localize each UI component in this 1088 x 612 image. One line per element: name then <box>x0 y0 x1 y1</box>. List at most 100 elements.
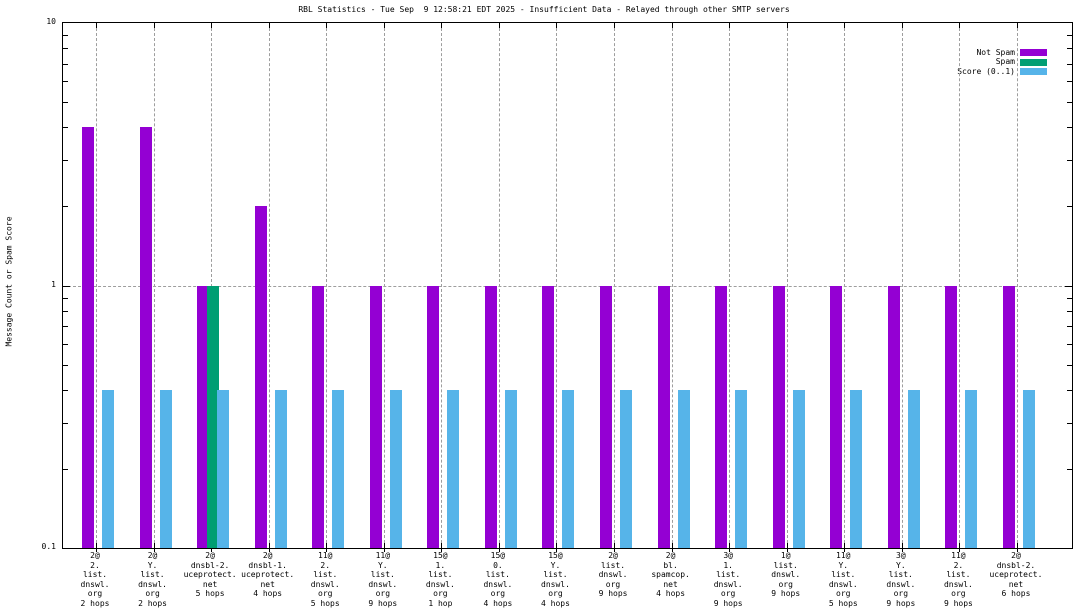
legend-entry-score: Score (0..1) <box>957 67 1047 77</box>
x-category-label: 2@ dnsbl-2. uceprotect. net 5 hops <box>183 551 237 599</box>
x-tick-bottom <box>844 543 846 552</box>
y-minor-tick-left <box>63 364 68 366</box>
x-category-label: 3@ Y. list. dnswl. org 9 hops <box>886 551 916 608</box>
x-tick-top <box>786 23 788 28</box>
bar-not-spam <box>772 285 785 548</box>
bar-score-0-1 <box>504 389 517 548</box>
bar-score-0-1 <box>217 389 230 548</box>
bar-score-0-1 <box>102 389 114 548</box>
y-minor-tick-right <box>1067 326 1072 328</box>
bar-score-0-1 <box>332 389 345 548</box>
x-tick-top <box>268 23 270 28</box>
x-tick-top <box>211 23 213 28</box>
bar-score-0-1 <box>850 389 863 548</box>
x-tick-bottom <box>786 543 788 552</box>
x-category-label: 2@ bl. spamcop. net 4 hops <box>651 551 690 599</box>
y-minor-tick-right <box>1067 206 1072 208</box>
plot-area: Not Spam Spam Score (0..1) <box>62 22 1073 552</box>
x-tick-bottom <box>383 543 385 552</box>
y-tick-label: 10 <box>46 17 56 26</box>
bar-score-0-1 <box>620 389 633 548</box>
x-tick-bottom <box>1016 543 1018 552</box>
x-tick-top <box>383 23 385 28</box>
y-minor-tick-right <box>1067 63 1072 65</box>
y-major-tick-left <box>63 285 70 287</box>
y-tick-label: 0.1 <box>41 542 56 551</box>
x-tick-bottom <box>268 543 270 552</box>
bar-score-0-1 <box>274 389 287 548</box>
x-category-label: 11@ Y. list. dnswl. org 9 hops <box>368 551 398 608</box>
x-tick-bottom <box>729 543 731 552</box>
x-category-label: 2@ 2. list. dnswl. org 2 hops <box>80 551 110 608</box>
x-tick-bottom <box>959 543 961 552</box>
y-minor-tick-right <box>1067 127 1072 129</box>
bar-score-0-1 <box>389 389 402 548</box>
x-tick-top <box>901 23 903 28</box>
x-tick-top <box>498 23 500 28</box>
x-tick-top <box>441 23 443 28</box>
x-category-label: 1@ list. dnswl. org 9 hops <box>771 551 801 599</box>
y-minor-tick-right <box>1067 81 1072 83</box>
y-minor-tick-right <box>1067 310 1072 312</box>
legend-swatch-spam <box>1020 58 1047 66</box>
bar-score-0-1 <box>1022 389 1035 548</box>
x-category-label: 2@ list. dnswl. org 9 hops <box>598 551 628 599</box>
x-tick-bottom <box>671 543 673 552</box>
y-minor-tick-right <box>1067 102 1072 104</box>
x-tick-top <box>729 23 731 28</box>
y-minor-tick-left <box>63 160 68 162</box>
x-tick-bottom <box>614 543 616 552</box>
bar-not-spam <box>139 127 152 548</box>
y-minor-tick-left <box>63 206 68 208</box>
y-minor-tick-right <box>1067 160 1072 162</box>
bar-not-spam <box>369 285 382 548</box>
bar-score-0-1 <box>965 389 978 548</box>
x-tick-top <box>614 23 616 28</box>
x-tick-top <box>671 23 673 28</box>
bar-score-0-1 <box>562 389 575 548</box>
bar-not-spam <box>427 285 440 548</box>
x-tick-bottom <box>326 543 328 552</box>
bar-not-spam <box>254 206 267 548</box>
y-minor-tick-left <box>63 389 68 391</box>
x-tick-top <box>556 23 558 28</box>
legend: Not Spam Spam Score (0..1) <box>957 48 1047 77</box>
x-tick-bottom <box>441 543 443 552</box>
x-tick-top <box>153 23 155 28</box>
y-minor-tick-left <box>63 326 68 328</box>
x-category-label: 11@ Y. list. dnswl. org 5 hops <box>828 551 858 608</box>
bar-score-0-1 <box>792 389 805 548</box>
chart-title: RBL Statistics - Tue Sep 9 12:58:21 EDT … <box>298 5 790 14</box>
x-category-label: 2@ dnsbl-1. uceprotect. net 4 hops <box>241 551 295 599</box>
x-tick-top <box>96 23 97 28</box>
legend-label-score: Score (0..1) <box>957 66 1015 76</box>
x-category-label: 15@ 0. list. dnswl. org 4 hops <box>483 551 513 608</box>
x-tick-bottom <box>96 543 97 552</box>
x-tick-bottom <box>498 543 500 552</box>
x-tick-bottom <box>901 543 903 552</box>
y-minor-tick-left <box>63 63 68 65</box>
y-minor-tick-right <box>1067 297 1072 299</box>
bar-score-0-1 <box>677 389 690 548</box>
bar-score-0-1 <box>907 389 920 548</box>
y-minor-tick-left <box>63 127 68 129</box>
bar-not-spam <box>82 127 94 548</box>
legend-entry-not-spam: Not Spam <box>957 48 1047 58</box>
bar-score-0-1 <box>735 389 748 548</box>
x-category-label: 11@ 2. list. dnswl. org 9 hops <box>943 551 973 608</box>
x-tick-top <box>1016 23 1018 28</box>
bar-not-spam <box>1002 285 1015 548</box>
bar-not-spam <box>830 285 843 548</box>
x-category-label: 11@ 2. list. dnswl. org 5 hops <box>310 551 340 608</box>
bar-not-spam <box>887 285 900 548</box>
x-category-label: 2@ Y. list. dnswl. org 2 hops <box>138 551 167 608</box>
y-minor-tick-left <box>63 297 68 299</box>
bar-not-spam <box>600 285 613 548</box>
y-minor-tick-right <box>1067 35 1072 36</box>
y-minor-tick-left <box>63 35 68 36</box>
bar-score-0-1 <box>447 389 460 548</box>
y-major-tick-right <box>1065 285 1072 287</box>
legend-label-not-spam: Not Spam <box>976 47 1015 57</box>
y-minor-tick-right <box>1067 468 1072 470</box>
